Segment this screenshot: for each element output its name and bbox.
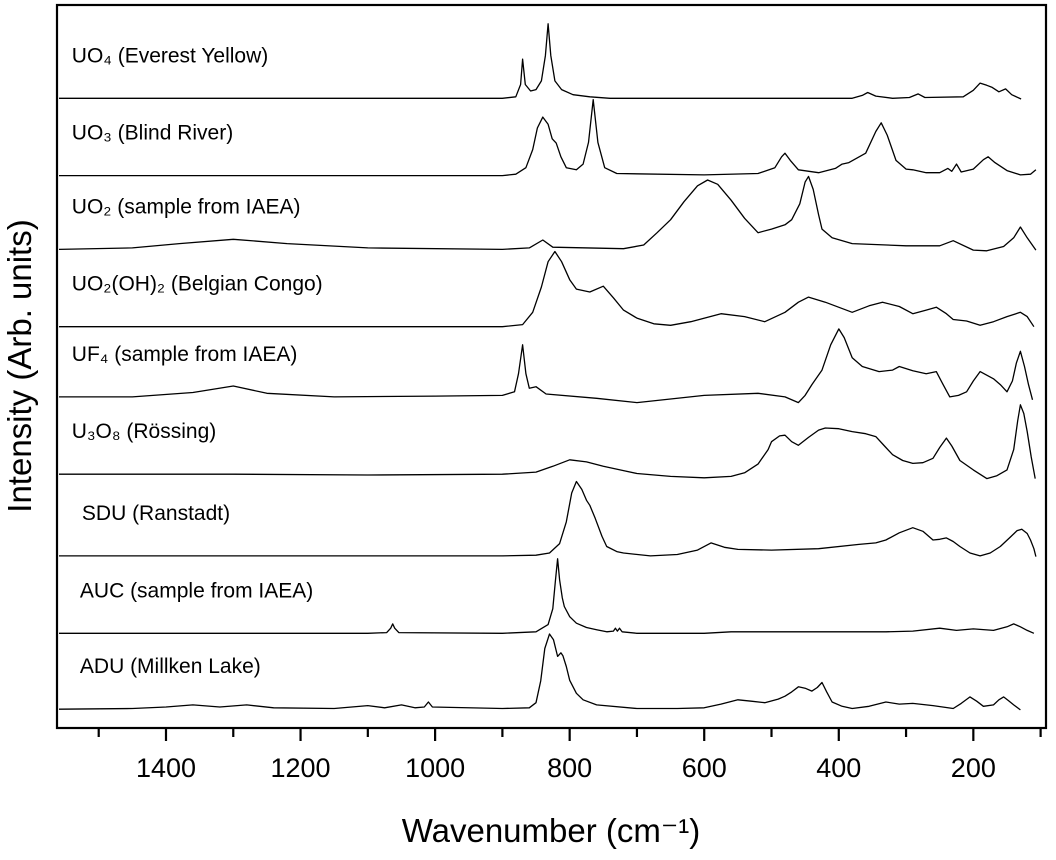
y-axis-label: Intensity (Arb. units)	[1, 219, 38, 512]
plot-frame	[55, 3, 1048, 730]
series-label-1: UO₄ (Everest Yellow)	[72, 44, 268, 67]
series-label-3: UO₂ (sample from IAEA)	[72, 195, 301, 218]
x-tick-label: 1000	[405, 753, 465, 783]
series-label-7: SDU (Ranstadt)	[82, 502, 230, 525]
spectrum-line-5	[59, 328, 1034, 404]
spectrum-line-3	[58, 175, 1037, 252]
x-tick-label: 400	[816, 753, 861, 783]
spectrum-line-9	[58, 633, 1021, 711]
x-tick-label: 800	[547, 753, 592, 783]
spectrum-line-1	[59, 23, 1022, 100]
spectrum-line-7	[59, 480, 1037, 557]
series-label-9: ADU (Millken Lake)	[80, 655, 261, 678]
series-label-2: UO₃ (Blind River)	[72, 122, 233, 145]
spectrum-line-8	[59, 558, 1035, 634]
x-axis-tick-labels: 1400 1200 1000 800 600 400 200	[136, 753, 996, 783]
x-tick-label: 1200	[271, 753, 331, 783]
spectrum-line-6	[59, 404, 1036, 480]
x-tick-label: 1400	[136, 753, 196, 783]
x-tick-label: 600	[682, 753, 727, 783]
spectrum-line-4	[59, 250, 1035, 328]
series-label-4: UO₂(OH)₂ (Belgian Congo)	[72, 273, 323, 296]
series-label-6: U₃O₈ (Rössing)	[72, 420, 216, 443]
x-axis-ticks	[97, 728, 1042, 741]
series-label-8: AUC (sample from IAEA)	[80, 579, 313, 602]
spectra-group	[58, 23, 1037, 711]
x-tick-label: 200	[951, 753, 996, 783]
spectrum-line-2	[59, 99, 1037, 177]
series-labels: UO₄ (Everest Yellow) UO₃ (Blind River) UO₂…	[72, 44, 323, 678]
x-axis-label: Wavenumber (cm⁻¹)	[402, 812, 701, 849]
series-label-5: UF₄ (sample from IAEA)	[72, 343, 298, 366]
